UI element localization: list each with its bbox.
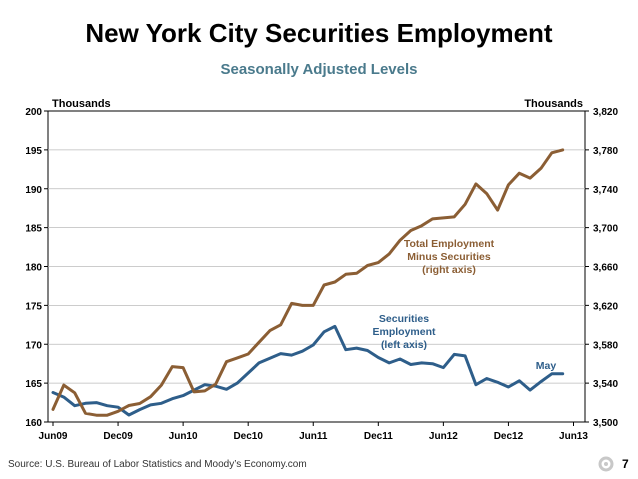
right-axis-label: Thousands [524, 98, 583, 110]
x-tick-label: Jun13 [559, 431, 588, 442]
right-tick-label: 3,780 [593, 146, 618, 157]
slide-title: New York City Securities Employment [85, 18, 553, 48]
grid-lines [48, 149, 585, 384]
axis-ticks: 160 165 170 175 180 185 190 195 200 3,500 3,540 3,5… [25, 107, 618, 442]
annotation-securities: (left axis) [381, 339, 427, 351]
annotation-securities: May [536, 360, 557, 372]
annotation-securities: Employment [372, 326, 436, 338]
series-lines [51, 148, 565, 417]
right-tick-label: 3,540 [593, 379, 618, 390]
right-tick-label: 3,740 [593, 185, 618, 196]
annotation-total: Total Employment [404, 238, 495, 250]
x-tick-label: Dec12 [494, 431, 524, 442]
right-tick-label: 3,580 [593, 340, 618, 351]
left-tick-label: 195 [25, 146, 42, 157]
x-tick-label: Dec10 [233, 431, 263, 442]
x-tick-label: Jun09 [39, 431, 68, 442]
annotation-total: (right axis) [422, 264, 476, 276]
gear-icon [598, 456, 614, 472]
x-tick-label: Dec09 [103, 431, 133, 442]
right-tick-label: 3,700 [593, 224, 618, 235]
left-tick-label: 160 [25, 418, 42, 429]
annotation-securities: Securities [379, 313, 429, 325]
right-tick-label: 3,620 [593, 301, 618, 312]
slide-subtitle: Seasonally Adjusted Levels [220, 61, 418, 78]
right-tick-label: 3,500 [593, 418, 618, 429]
left-tick-label: 200 [25, 107, 42, 118]
left-tick-label: 175 [25, 301, 42, 312]
series-line-securities [51, 324, 565, 417]
left-tick-label: 190 [25, 185, 42, 196]
x-tick-label: Jun10 [169, 431, 198, 442]
x-tick-label: Dec11 [364, 431, 393, 442]
page-number: 7 [622, 457, 629, 471]
series-line-total [51, 148, 565, 417]
right-tick-label: 3,820 [593, 107, 618, 118]
left-tick-label: 170 [25, 340, 42, 351]
x-tick-label: Jun12 [429, 431, 458, 442]
left-tick-label: 165 [25, 379, 42, 390]
annotation-total: Minus Securities [407, 251, 491, 263]
x-tick-label: Jun11 [299, 431, 328, 442]
left-tick-label: 180 [25, 263, 42, 274]
left-axis-label: Thousands [52, 98, 111, 110]
right-tick-label: 3,660 [593, 263, 618, 274]
source-note: Source: U.S. Bureau of Labor Statistics … [8, 459, 307, 470]
left-tick-label: 185 [25, 224, 42, 235]
